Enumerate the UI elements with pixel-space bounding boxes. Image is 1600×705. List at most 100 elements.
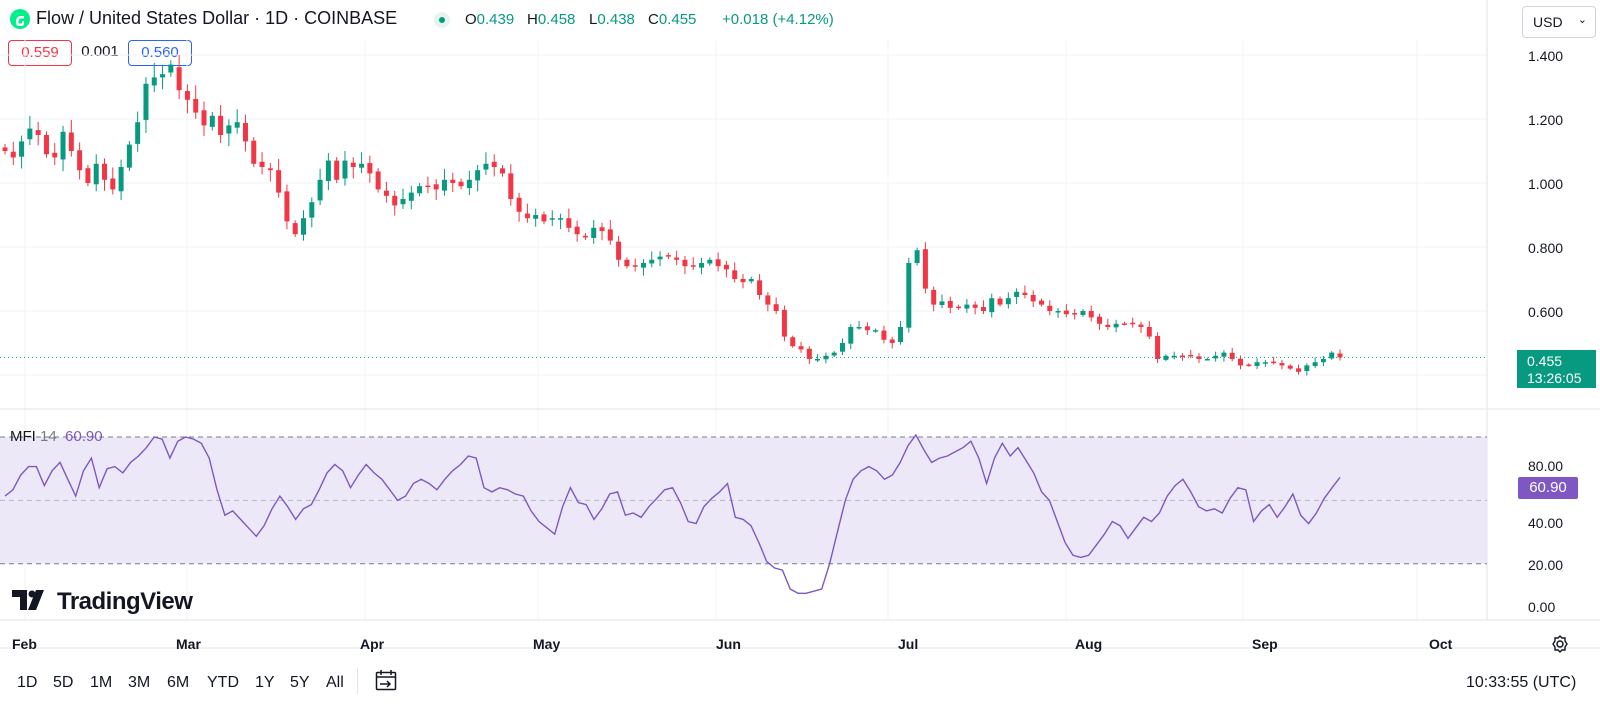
market-status-dot[interactable] (434, 12, 450, 28)
range-1d-button[interactable]: 1D (17, 674, 38, 691)
candle-body (1171, 355, 1177, 358)
bid-price-button[interactable]: 0.559 (8, 40, 72, 66)
range-3m-button[interactable]: 3M (128, 674, 151, 691)
candle-body (417, 186, 423, 194)
candle-body (334, 160, 340, 180)
candle-body (309, 202, 315, 218)
candle-body (1246, 364, 1252, 367)
time-axis-tick: Oct (1429, 636, 1453, 652)
ask-price-button[interactable]: 0.560 (128, 40, 192, 66)
candle-body (997, 298, 1003, 305)
candle-body (193, 98, 199, 113)
candle-body (325, 160, 331, 182)
candle-body (234, 122, 240, 128)
candle-body (757, 280, 763, 295)
candle-body (218, 115, 224, 135)
price-axis-tick: 1.200 (1528, 112, 1564, 128)
candles-layer (0, 55, 1487, 376)
candle-body (1155, 335, 1161, 359)
candle-body (1237, 358, 1243, 366)
candle-body (52, 152, 58, 158)
range-all-button[interactable]: All (326, 674, 344, 691)
chevron-down-icon: ⌄ (1577, 14, 1587, 26)
candle-body (1312, 362, 1318, 366)
candle-body (1022, 292, 1028, 295)
spread-value: 0.001 (80, 40, 120, 64)
compare-range-icon[interactable] (375, 669, 397, 696)
candle-body (839, 343, 845, 352)
candle-body (1047, 305, 1053, 311)
utc-clock[interactable]: 10:33:55 (UTC) (1466, 674, 1577, 691)
candle-body (433, 184, 439, 190)
candle-body (1287, 365, 1293, 369)
currency-value: USD (1533, 14, 1563, 30)
candle-body (665, 255, 671, 257)
last-price: 0.455 (1527, 353, 1563, 369)
candle-body (773, 304, 779, 311)
candle-body (566, 218, 572, 228)
time-axis-tick: Apr (360, 636, 385, 652)
candle-body (707, 259, 713, 264)
candle-body (1254, 362, 1260, 366)
candle-body (831, 352, 837, 356)
candle-body (715, 259, 721, 267)
range-1y-button[interactable]: 1Y (255, 674, 275, 691)
gear-icon[interactable] (1550, 634, 1570, 660)
candle-body (1163, 355, 1169, 360)
candle-body (19, 141, 25, 157)
mfi-line (4, 433, 1341, 594)
candle-body (508, 173, 514, 199)
candle-body (77, 150, 83, 171)
mfi-axis-tick: 20.00 (1528, 557, 1564, 573)
candle-body (607, 229, 613, 241)
mfi-legend[interactable]: MFI 14 60.90 (10, 428, 103, 445)
candle-body (516, 197, 522, 212)
range-5d-button[interactable]: 5D (53, 674, 74, 691)
candle-body (1097, 316, 1103, 324)
range-6m-button[interactable]: 6M (167, 674, 190, 691)
candle-body (682, 259, 688, 267)
candle-body (458, 181, 464, 187)
candle-body (848, 327, 854, 344)
candle-body (1320, 359, 1326, 363)
time-axis-tick: Sep (1252, 636, 1278, 652)
range-5y-button[interactable]: 5Y (290, 674, 310, 691)
candle-body (806, 348, 812, 359)
ohlc-high: H0.458 (527, 11, 576, 28)
candle-body (135, 122, 141, 144)
candle-body (864, 326, 870, 331)
candle-body (632, 265, 638, 267)
mfi-axis-tick: 40.00 (1528, 515, 1564, 531)
candle-body (989, 298, 995, 313)
candle-body (674, 257, 680, 260)
symbol-title[interactable]: Flow / United States Dollar · 1D · COINB… (36, 8, 398, 28)
candle-body (450, 179, 456, 183)
range-1m-button[interactable]: 1M (90, 674, 113, 691)
price-axis-tick: 1.400 (1528, 48, 1564, 64)
mfi-axis-tick: 0.00 (1528, 599, 1556, 615)
price-axis-tick: 0.600 (1528, 304, 1564, 320)
candle-body (350, 162, 356, 167)
candle-body (972, 304, 978, 308)
candle-body (781, 309, 787, 337)
currency-select[interactable]: USD ⌄ (1522, 6, 1596, 38)
candle-body (873, 330, 879, 332)
candle-body (1080, 311, 1086, 315)
candle-body (267, 168, 273, 171)
candle-body (93, 163, 99, 185)
candle-body (1121, 323, 1127, 325)
candle-body (889, 339, 895, 343)
flow-logo-icon (10, 9, 30, 29)
range-ytd-button[interactable]: YTD (207, 674, 239, 691)
candle-body (1063, 310, 1069, 315)
candle-body (441, 179, 447, 191)
candle-body (549, 218, 555, 220)
candle-body (35, 130, 41, 135)
bar-countdown: 13:26:05 (1527, 370, 1582, 386)
candle-body (1113, 323, 1119, 328)
candle-body (85, 168, 91, 183)
candle-body (301, 218, 307, 235)
candle-body (1138, 324, 1144, 327)
candle-body (110, 178, 116, 190)
